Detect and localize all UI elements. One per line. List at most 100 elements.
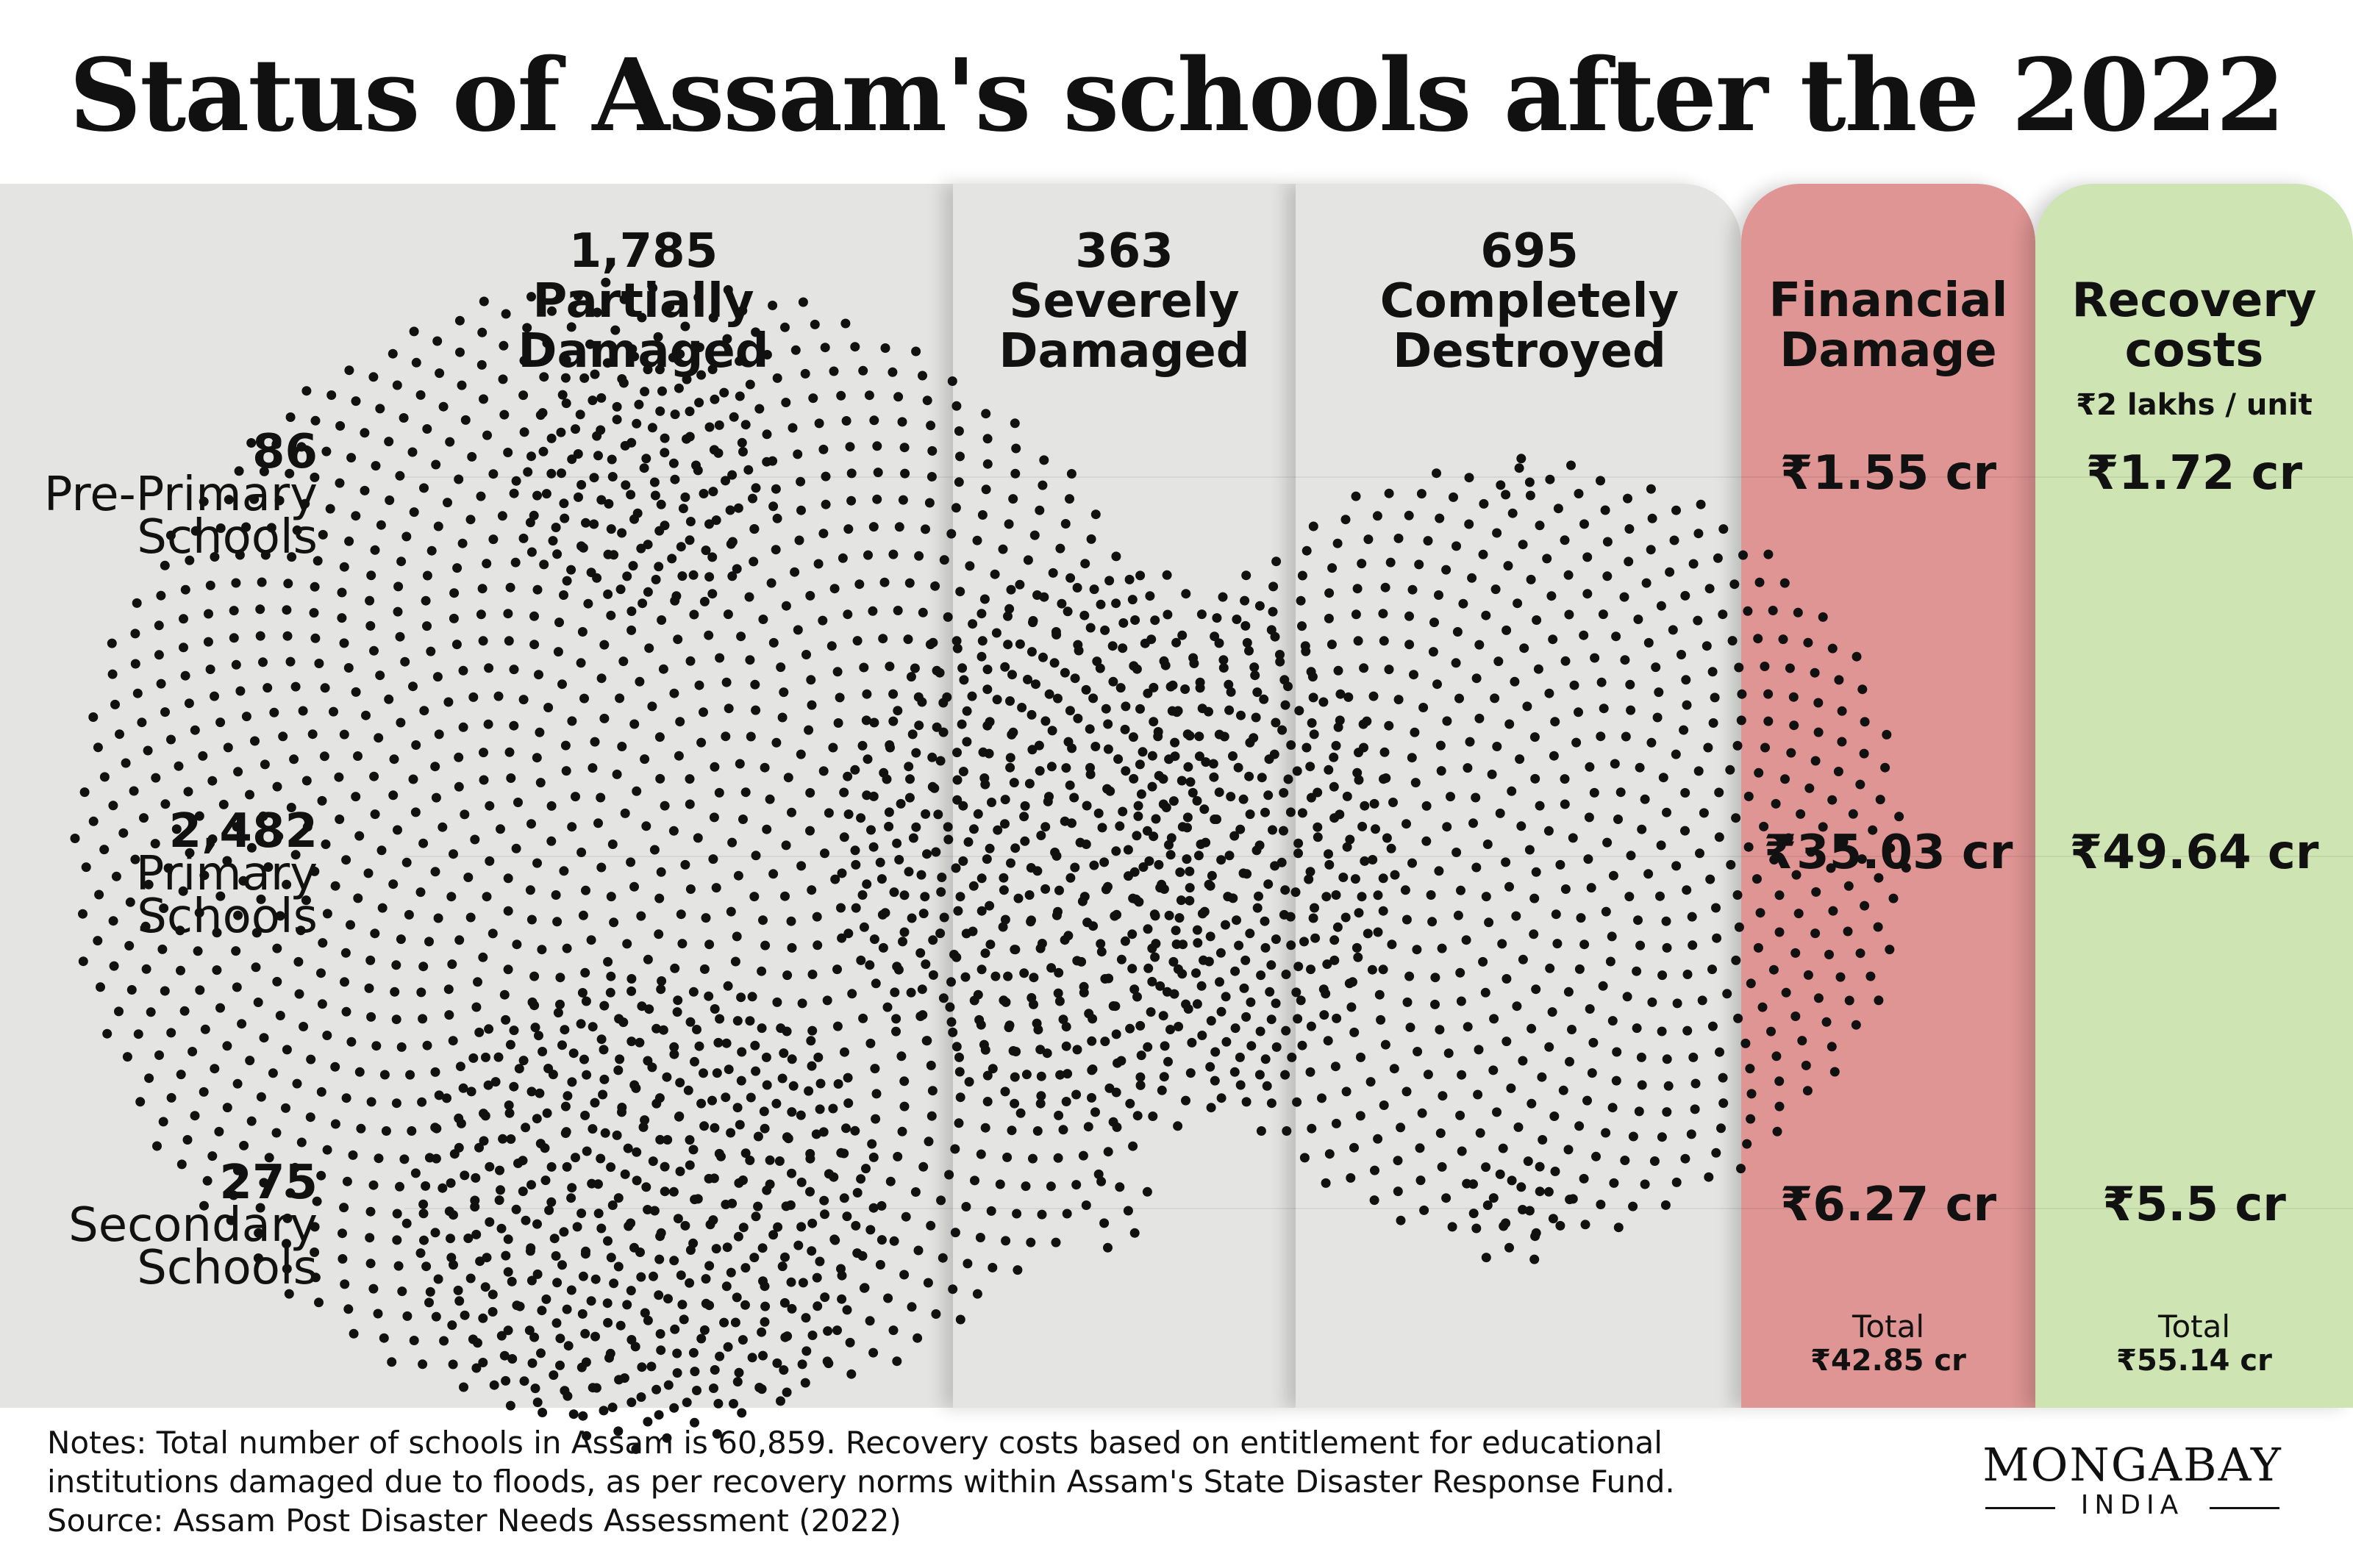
school-dot [1142,826,1152,836]
school-dot [1860,901,1870,911]
recovery-rate-label: ₹2 lakhs / unit [2076,388,2313,422]
school-dot [1657,970,1668,981]
school-dot [1560,799,1570,809]
school-dot [1680,826,1690,836]
school-dot [610,325,621,335]
school-dot [857,740,868,751]
school-dot [1346,1002,1357,1012]
school-dot [1640,794,1650,804]
school-dot [824,1169,834,1179]
school-dot [982,854,992,864]
school-dot [723,981,733,991]
school-dot [1032,1126,1043,1136]
school-dot [1096,947,1107,957]
school-dot [786,1277,796,1287]
school-dot [1256,1126,1266,1136]
school-dot [272,976,282,987]
school-dot [447,959,457,970]
school-dot [316,1086,326,1097]
school-dot [493,691,504,701]
school-dot [269,707,279,717]
school-dot [1379,636,1389,646]
school-dot [1346,1173,1356,1183]
school-dot [869,717,879,728]
school-dot [390,987,400,997]
school-dot [606,892,616,902]
school-dot [701,1274,711,1284]
school-dot [680,321,690,332]
school-dot [938,727,949,737]
school-dot [768,1230,779,1240]
school-dot [266,523,276,533]
school-dot [1679,725,1689,735]
school-dot [1651,662,1661,673]
school-dot [1769,855,1779,864]
school-dot [1419,1205,1429,1215]
school-dot [1596,677,1607,687]
school-dot [897,417,907,427]
school-dot [1423,1070,1433,1080]
column-header-financial-damage: Financial Damage [1741,276,2035,376]
school-dot [1090,742,1101,751]
school-dot [1418,703,1429,712]
school-dot [298,706,308,716]
school-dot [904,867,914,877]
school-dot [598,1089,608,1100]
school-dot [674,383,684,393]
school-dot [981,484,991,495]
school-dot [542,338,552,348]
school-dot [496,1223,507,1234]
school-dot [1779,578,1790,588]
school-dot [557,679,567,690]
school-dot [1001,1236,1011,1246]
school-dot [913,1333,923,1343]
school-dot [972,535,982,545]
school-dot [904,762,914,772]
school-dot [581,996,591,1006]
school-dot [1574,964,1585,974]
school-dot [1535,1161,1545,1172]
school-dot [1612,1047,1622,1057]
school-dot [1504,1242,1514,1253]
school-dot [1524,477,1535,487]
school-dot [566,1285,576,1295]
school-dot [1529,929,1539,939]
school-dot [1384,488,1394,498]
school-dot [1150,911,1160,921]
school-dot [1493,656,1504,667]
school-dot [567,1183,577,1193]
school-dot [1039,455,1049,465]
school-dot [850,765,860,775]
school-dot [426,646,436,656]
school-dot [861,1164,871,1174]
school-dot [438,1183,448,1193]
school-dot [804,1086,814,1096]
school-dot [1837,706,1847,716]
school-dot [1457,1070,1467,1080]
school-dot [203,637,213,647]
school-dot [1007,670,1017,680]
school-dot [505,1039,515,1050]
school-dot [899,1076,910,1086]
school-dot [620,1169,630,1179]
school-dot [525,885,535,895]
school-dot [370,545,380,555]
school-dot [506,773,516,783]
school-dot [1294,706,1304,716]
school-dot [1596,1200,1606,1209]
school-dot [1671,861,1682,871]
total-label: Total [1852,1309,1925,1345]
school-dot [1378,964,1388,975]
school-dot [1260,942,1271,953]
school-dot [1746,978,1756,989]
school-dot [1370,1165,1379,1175]
school-dot [579,1054,589,1064]
school-dot [968,881,979,891]
school-dot [735,759,745,769]
school-dot [1379,747,1390,757]
school-dot [1115,1182,1125,1192]
school-dot [1682,1025,1693,1036]
school-dot [1363,928,1373,939]
school-dot [1821,1017,1832,1027]
school-dot [1345,834,1355,845]
